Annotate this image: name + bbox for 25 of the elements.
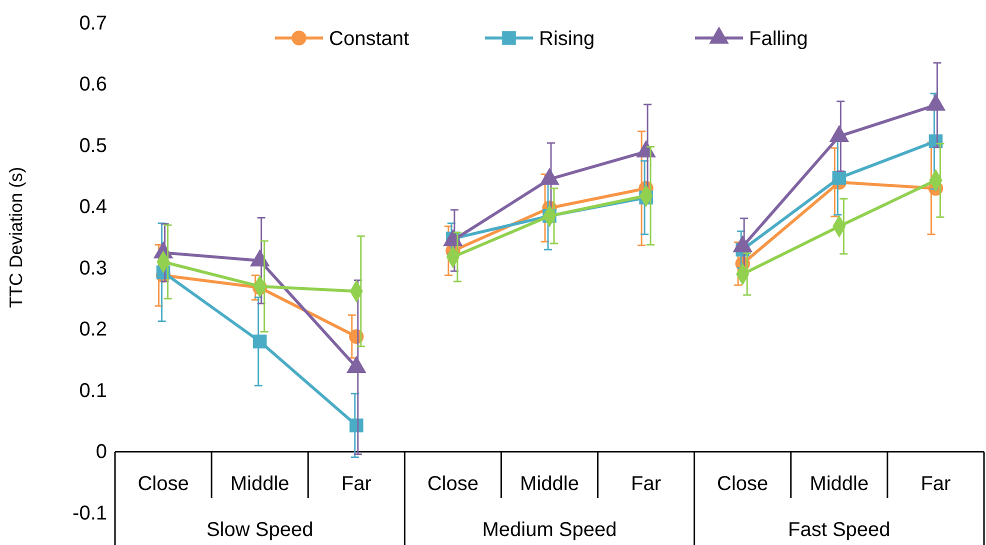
- y-tick-label: 0: [96, 441, 107, 464]
- legend-label: Rising: [539, 28, 595, 50]
- text: Medium Speed: [482, 519, 617, 541]
- x-tick-label: Far: [920, 473, 952, 495]
- y-tick-label: 0.5: [79, 134, 107, 157]
- y-tick-label: 0.4: [79, 196, 107, 218]
- text: Slow Speed: [206, 519, 314, 541]
- x-tick-label: Close: [138, 473, 189, 495]
- y-tick-label: 0.3: [79, 257, 107, 280]
- x-tick-label: Far: [631, 473, 662, 495]
- y-tick-label: 0.2: [79, 318, 107, 341]
- y-tick-label: -0.1: [72, 502, 107, 524]
- y-tick-label: 0.7: [79, 12, 107, 34]
- y-axis-title: TTC Deviation (s): [6, 166, 26, 308]
- x-tick-label: Middle: [230, 473, 290, 495]
- y-tick-label: 0.1: [79, 380, 107, 402]
- x-tick-label: Middle: [810, 473, 869, 495]
- legend-label: Constant: [329, 28, 410, 50]
- legend-label: Falling: [749, 28, 808, 50]
- text: Fast Speed: [788, 519, 890, 541]
- y-tick-label: 0.6: [79, 74, 107, 96]
- x-tick-label: Close: [427, 473, 479, 495]
- x-tick-label: Close: [717, 473, 768, 495]
- x-tick-label: Far: [341, 473, 372, 495]
- x-tick-label: Middle: [520, 473, 579, 495]
